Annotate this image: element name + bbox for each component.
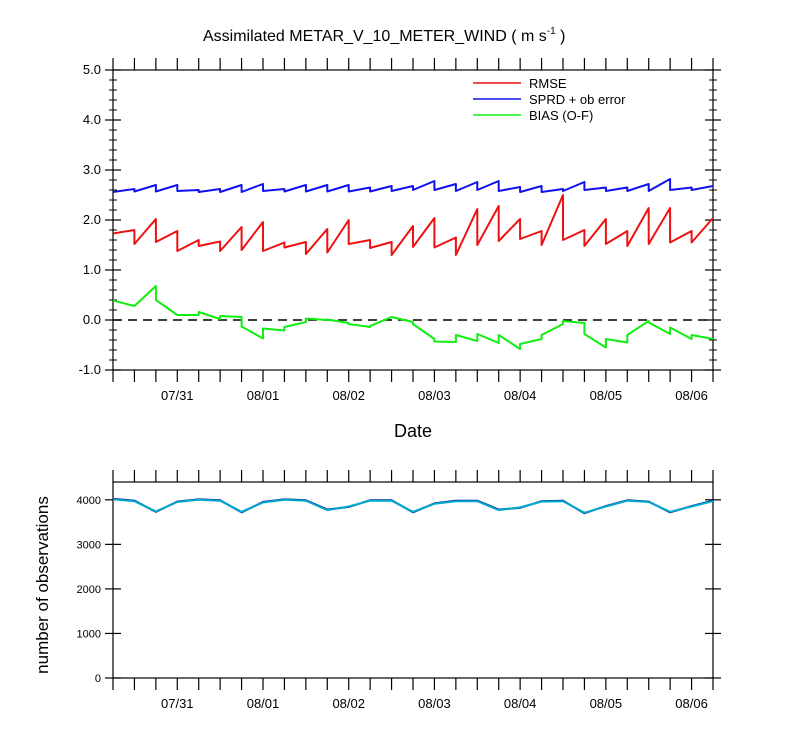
chart-title: Assimilated METAR_V_10_METER_WIND ( m s-… (203, 26, 565, 45)
x-tick-label: 08/02 (332, 696, 365, 711)
y-tick-label: 5.0 (83, 62, 101, 77)
y-tick-label: 4.0 (83, 112, 101, 127)
x-tick-label: 08/05 (590, 388, 623, 403)
x-tick-label: 08/05 (590, 696, 623, 711)
chart-title-close: ) (556, 28, 566, 45)
x-tick-label: 08/03 (418, 388, 451, 403)
legend-label: BIAS (O-F) (529, 108, 593, 123)
x-tick-label: 08/02 (332, 388, 365, 403)
x-tick-label: 07/31 (161, 696, 194, 711)
top-plot: 07/31 08/01 08/02 08/03 08/04 08/05 08/06 -1.0 0… (79, 26, 721, 441)
series-line-bias-o-f- (112, 285, 714, 350)
y-tick-label: 3000 (77, 539, 101, 551)
bottom-plot: 07/31 08/01 08/02 08/03 08/04 08/05 08/06 0 1000… (33, 470, 721, 711)
series-line-sprd-ob-error (112, 178, 714, 193)
x-axis-label: Date (394, 421, 432, 441)
y-tick-label: 0.0 (83, 312, 101, 327)
x-tick-label: 08/01 (247, 696, 280, 711)
y-tick-label: 0 (95, 673, 101, 685)
chart-title-superscript: -1 (547, 26, 556, 37)
y-tick-label: 2000 (77, 584, 101, 596)
y-tick-label: 3.0 (83, 162, 101, 177)
x-tick-label: 08/06 (675, 696, 708, 711)
y-tick-label: 2.0 (83, 212, 101, 227)
x-tick-label: 08/04 (504, 388, 537, 403)
y-tick-label: 1.0 (83, 262, 101, 277)
y-tick-label: -1.0 (79, 362, 101, 377)
x-tick-label: 08/04 (504, 696, 537, 711)
legend-label: SPRD + ob error (529, 92, 626, 107)
y-tick-label: 1000 (77, 628, 101, 640)
x-tick-label: 08/01 (247, 388, 280, 403)
y-tick-label: 4000 (77, 495, 101, 507)
y-axis-label: number of observations (33, 496, 52, 674)
x-tick-label: 08/03 (418, 696, 451, 711)
chart-title-text: Assimilated METAR_V_10_METER_WIND ( m s (203, 28, 547, 45)
series-line-1 (112, 498, 714, 514)
series-line-rmse (112, 194, 714, 256)
legend-label: RMSE (529, 76, 567, 91)
x-tick-label: 08/06 (675, 388, 708, 403)
x-tick-label: 07/31 (161, 388, 194, 403)
